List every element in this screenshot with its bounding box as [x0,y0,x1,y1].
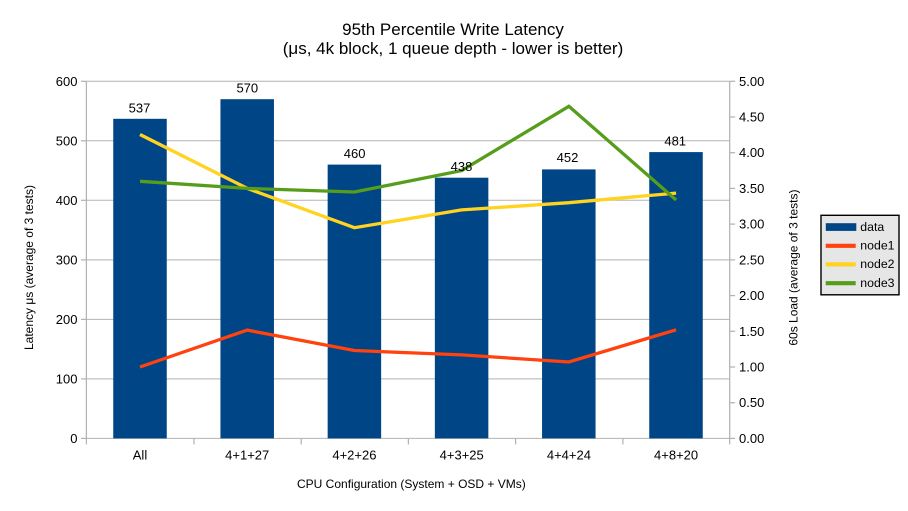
svg-text:400: 400 [56,193,78,208]
svg-text:2.00: 2.00 [739,288,764,303]
svg-text:1.00: 1.00 [739,360,764,375]
svg-text:3.00: 3.00 [739,217,764,232]
svg-text:All: All [133,448,148,463]
svg-text:4+3+25: 4+3+25 [440,448,484,463]
svg-text:481: 481 [664,133,686,148]
svg-text:600: 600 [56,74,78,89]
svg-text:95th Percentile Write Latency: 95th Percentile Write Latency [342,20,564,39]
svg-text:4.50: 4.50 [739,110,764,125]
svg-text:4+4+24: 4+4+24 [547,448,591,463]
svg-text:0.50: 0.50 [739,395,764,410]
svg-text:500: 500 [56,133,78,148]
svg-text:200: 200 [56,312,78,327]
svg-text:537: 537 [129,101,151,116]
svg-text:0: 0 [70,431,77,446]
svg-text:4+2+26: 4+2+26 [332,448,376,463]
svg-text:438: 438 [451,159,473,174]
svg-text:data: data [860,220,884,234]
svg-text:300: 300 [56,252,78,267]
svg-text:1.50: 1.50 [739,324,764,339]
svg-text:node1: node1 [860,239,894,253]
svg-text:4+1+27: 4+1+27 [225,448,269,463]
svg-text:460: 460 [344,146,366,161]
svg-text:3.50: 3.50 [739,181,764,196]
svg-text:570: 570 [236,80,258,95]
svg-text:4.00: 4.00 [739,145,764,160]
svg-text:CPU Configuration (System + OS: CPU Configuration (System + OSD + VMs) [297,477,526,491]
svg-text:node3: node3 [860,276,894,290]
svg-text:(μs, 4k block, 1 queue depth -: (μs, 4k block, 1 queue depth - lower is … [283,39,624,58]
svg-text:2.50: 2.50 [739,252,764,267]
svg-text:0.00: 0.00 [739,431,764,446]
svg-text:100: 100 [56,371,78,386]
svg-text:Latency μs (average of 3 tests: Latency μs (average of 3 tests) [22,185,36,350]
svg-text:4+8+20: 4+8+20 [654,448,698,463]
svg-text:5.00: 5.00 [739,74,764,89]
svg-text:node2: node2 [860,257,894,271]
svg-text:60s Load (average of 3 tests): 60s Load (average of 3 tests) [786,190,800,346]
svg-text:452: 452 [557,150,579,165]
